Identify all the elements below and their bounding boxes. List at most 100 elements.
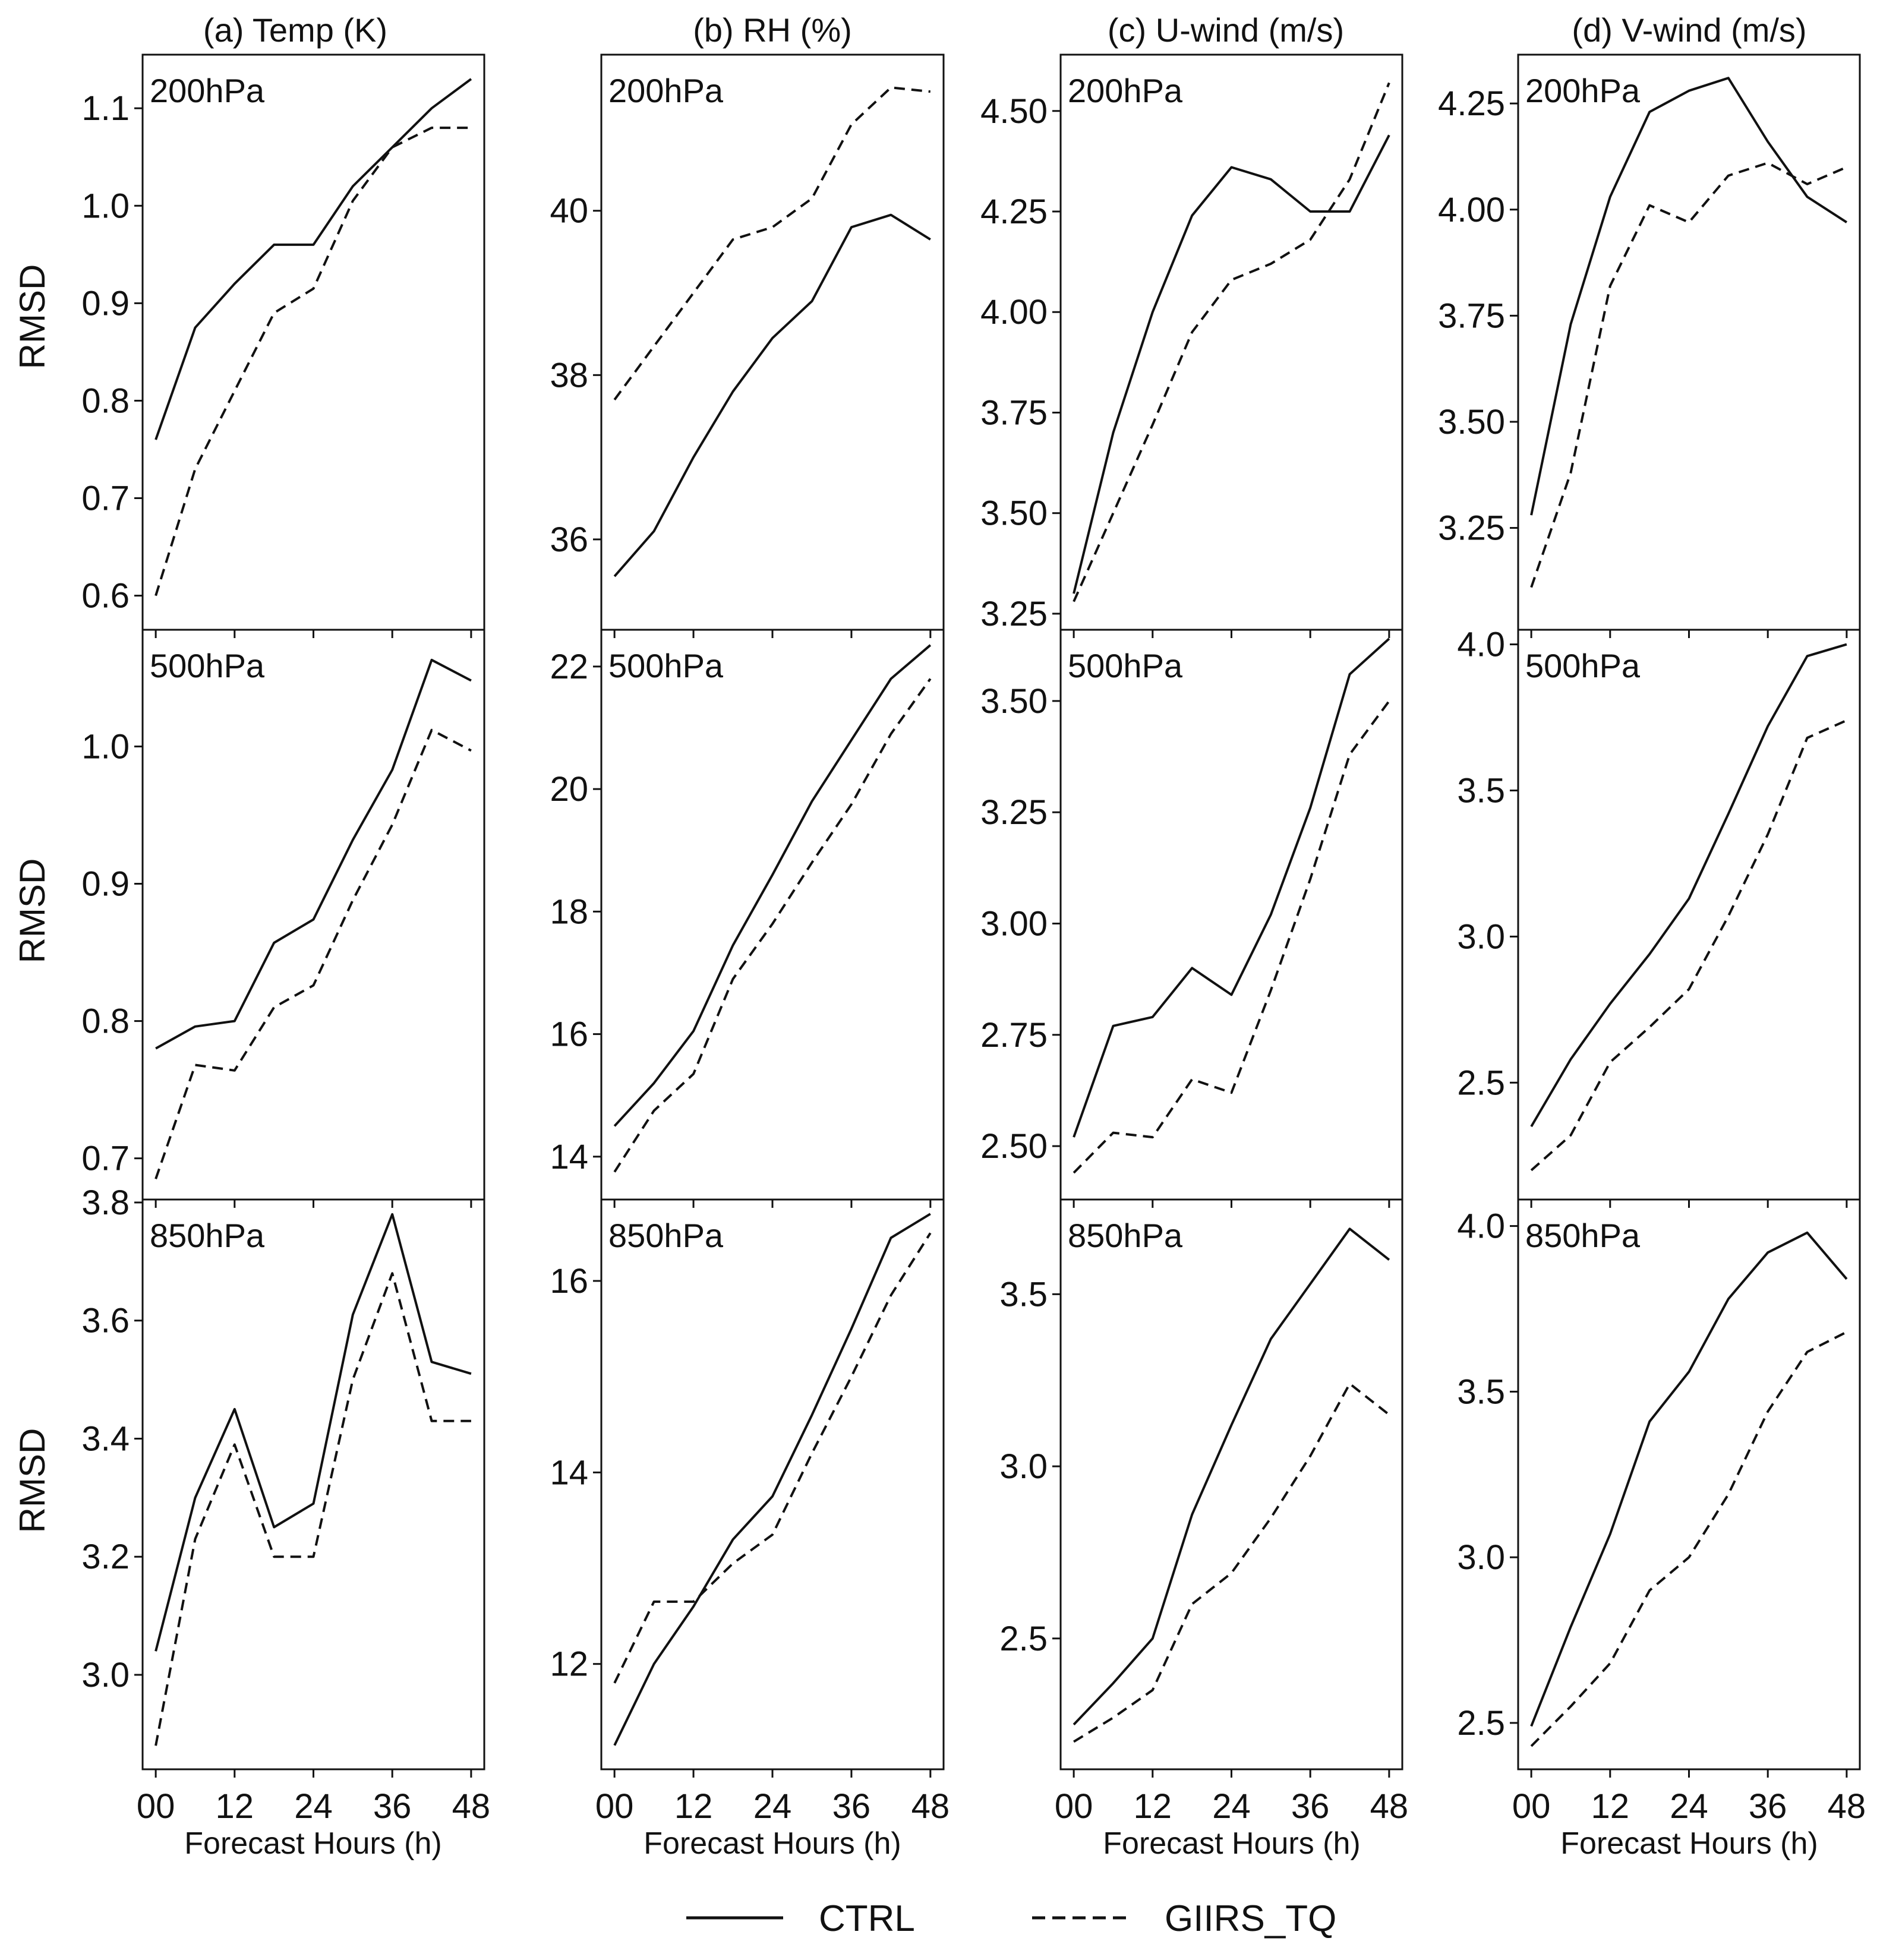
series-giirs-tq-850hPa-b: [613, 1232, 932, 1684]
x-tick-label-850hPa-c-48: 48: [1370, 1787, 1409, 1826]
y-tick-label-850hPa-a-3.4: 3.4: [81, 1419, 130, 1458]
y-tick-label-850hPa-b-14: 14: [550, 1453, 588, 1492]
panel-500hPa-a: 0.7 0.8 0.9 1.0 500hPa: [81, 629, 485, 1208]
series-ctrl-200hPa-c: [1073, 134, 1390, 594]
y-tick-label-200hPa-a-0.8: 0.8: [81, 381, 130, 420]
y-tick-label-850hPa-c-3.0: 3.0: [999, 1447, 1048, 1486]
level-label-500hPa-b: 500hPa: [608, 647, 724, 684]
series-ctrl-850hPa-b: [613, 1213, 931, 1746]
x-tick-label-850hPa-d-12: 12: [1591, 1787, 1630, 1826]
panel-850hPa-a: 3.0 3.2 3.4 3.6 3.8 00 12 24 36 48 850hPa: [81, 1183, 490, 1826]
level-label-850hPa-c: 850hPa: [1068, 1217, 1183, 1254]
series-ctrl-850hPa-c: [1073, 1227, 1390, 1726]
y-tick-label-850hPa-c-3.5: 3.5: [999, 1275, 1048, 1314]
y-tick-label-850hPa-d-4.0: 4.0: [1457, 1207, 1505, 1246]
panel-grid: 0.60.70.80.91.01.1 200hPa363840200hPa3.25…: [81, 53, 1866, 1826]
panel-200hPa-a: 0.6 0.7 0.8 0.9 1.0 1.1 200hPa: [81, 53, 485, 638]
series-ctrl-200hPa-b: [613, 213, 931, 577]
frame-850hPa-b: [600, 1198, 945, 1770]
y-tick-label-200hPa-d-3.50: 3.50: [1438, 403, 1505, 441]
y-axis-label-row-200: RMSD: [12, 264, 52, 370]
column-title-c: (c) U-wind (m/s): [1108, 11, 1344, 49]
x-tick-label-850hPa-c-24: 24: [1212, 1787, 1251, 1826]
level-label-200hPa-d: 200hPa: [1525, 72, 1641, 109]
y-tick-label-850hPa-a-3.2: 3.2: [81, 1538, 130, 1576]
series-ctrl-850hPa-a: [154, 1213, 472, 1652]
x-tick-label-850hPa-a-36: 36: [373, 1787, 412, 1826]
series-ctrl-500hPa-b: [613, 644, 932, 1127]
y-tick-label-500hPa-b-22: 22: [550, 648, 588, 686]
column-title-d: (d) V-wind (m/s): [1572, 11, 1806, 49]
legend: CTRL GIIRS_TQ: [686, 1898, 1336, 1939]
y-axis-label-row-850: RMSD: [12, 1428, 52, 1533]
y-tick-label-500hPa-d-3.5: 3.5: [1457, 771, 1505, 810]
x-tick-label-850hPa-d-00: 00: [1512, 1787, 1551, 1826]
frame-850hPa-a: [141, 1198, 485, 1770]
y-tick-label-200hPa-d-3.25: 3.25: [1438, 509, 1505, 548]
x-tick-label-850hPa-b-36: 36: [832, 1787, 871, 1826]
frame-850hPa-d: [1517, 1198, 1861, 1770]
y-tick-label-850hPa-d-2.5: 2.5: [1457, 1704, 1505, 1743]
panel-500hPa-d: 2.5 3.0 3.5 4.0 500hPa: [1457, 626, 1861, 1208]
panel-200hPa-d: 3.25 3.50 3.75 4.00 4.25 200hPa: [1438, 53, 1861, 638]
y-tick-label-850hPa-a-3.0: 3.0: [81, 1656, 130, 1694]
x-tick-label-850hPa-b-00: 00: [595, 1787, 634, 1826]
series-giirs-tq-500hPa-a: [154, 728, 472, 1179]
y-tick-label-500hPa-a-1.0: 1.0: [81, 727, 130, 766]
panel-200hPa-b: 36 38 40 200hPa: [550, 53, 945, 638]
y-tick-label-500hPa-d-2.5: 2.5: [1457, 1063, 1505, 1102]
level-label-200hPa-b: 200hPa: [608, 72, 724, 109]
y-tick-label-500hPa-c-2.50: 2.50: [980, 1127, 1048, 1166]
panel-200hPa-c: 3.25 3.50 3.75 4.00 4.25 4.50 200hPa: [980, 53, 1403, 638]
y-tick-label-200hPa-c-3.25: 3.25: [980, 595, 1048, 633]
y-tick-label-500hPa-c-2.75: 2.75: [980, 1016, 1048, 1055]
x-tick-label-850hPa-a-24: 24: [294, 1787, 333, 1826]
series-ctrl-500hPa-d: [1530, 643, 1847, 1128]
series-ctrl-500hPa-c: [1073, 637, 1390, 1138]
x-axis-label-col-c: Forecast Hours (h): [1103, 1826, 1360, 1861]
level-label-850hPa-a: 850hPa: [150, 1217, 265, 1254]
x-tick-label-850hPa-c-00: 00: [1055, 1787, 1093, 1826]
y-tick-label-500hPa-c-3.50: 3.50: [980, 682, 1048, 721]
frame-850hPa-c: [1059, 1198, 1403, 1770]
series-ctrl-500hPa-a: [155, 658, 472, 1050]
legend-ctrl-label: CTRL: [819, 1898, 915, 1939]
level-label-850hPa-b: 850hPa: [608, 1217, 724, 1254]
x-tick-label-850hPa-d-36: 36: [1749, 1787, 1787, 1826]
level-label-500hPa-a: 500hPa: [150, 647, 265, 684]
y-tick-label-500hPa-d-4.0: 4.0: [1457, 626, 1505, 664]
y-tick-label-850hPa-d-3.5: 3.5: [1457, 1372, 1505, 1411]
column-title-a: (a) Temp (K): [203, 11, 387, 49]
y-tick-label-500hPa-a-0.9: 0.9: [81, 865, 130, 904]
x-tick-label-850hPa-a-00: 00: [137, 1787, 175, 1826]
series-giirs-tq-850hPa-c: [1073, 1383, 1390, 1743]
y-tick-label-850hPa-c-2.5: 2.5: [999, 1620, 1048, 1658]
series-giirs-tq-500hPa-d: [1530, 719, 1847, 1172]
series-giirs-tq-200hPa-a: [154, 127, 471, 596]
y-tick-label-850hPa-b-12: 12: [550, 1645, 588, 1684]
series-ctrl-200hPa-a: [154, 78, 472, 440]
series-giirs-tq-850hPa-d: [1530, 1331, 1847, 1747]
y-tick-label-200hPa-a-0.9: 0.9: [81, 284, 130, 323]
y-tick-label-500hPa-c-3.25: 3.25: [980, 793, 1048, 832]
series-giirs-tq-200hPa-b: [613, 86, 931, 400]
x-tick-label-850hPa-d-24: 24: [1670, 1787, 1708, 1826]
level-label-200hPa-a: 200hPa: [150, 72, 265, 109]
y-tick-label-850hPa-a-3.6: 3.6: [81, 1302, 130, 1340]
y-tick-label-500hPa-b-16: 16: [550, 1015, 588, 1054]
y-tick-label-200hPa-a-0.6: 0.6: [81, 577, 130, 616]
x-tick-label-850hPa-a-48: 48: [452, 1787, 491, 1826]
panel-850hPa-d: 2.5 3.0 3.5 4.0 00 12 24 36 48 850hPa: [1457, 1198, 1866, 1826]
y-tick-label-200hPa-b-40: 40: [550, 192, 588, 231]
x-tick-label-850hPa-c-36: 36: [1291, 1787, 1330, 1826]
y-tick-label-500hPa-a-0.7: 0.7: [81, 1140, 130, 1178]
y-tick-label-500hPa-a-0.8: 0.8: [81, 1002, 130, 1041]
series-ctrl-850hPa-d: [1530, 1231, 1848, 1727]
series-giirs-tq-500hPa-b: [613, 678, 932, 1173]
y-tick-label-500hPa-b-14: 14: [550, 1138, 588, 1176]
y-tick-label-200hPa-d-4.25: 4.25: [1438, 84, 1505, 123]
y-tick-label-850hPa-d-3.0: 3.0: [1457, 1538, 1505, 1577]
y-tick-label-200hPa-a-0.7: 0.7: [81, 479, 130, 518]
x-tick-label-850hPa-d-48: 48: [1828, 1787, 1866, 1826]
x-tick-label-850hPa-a-12: 12: [216, 1787, 254, 1826]
